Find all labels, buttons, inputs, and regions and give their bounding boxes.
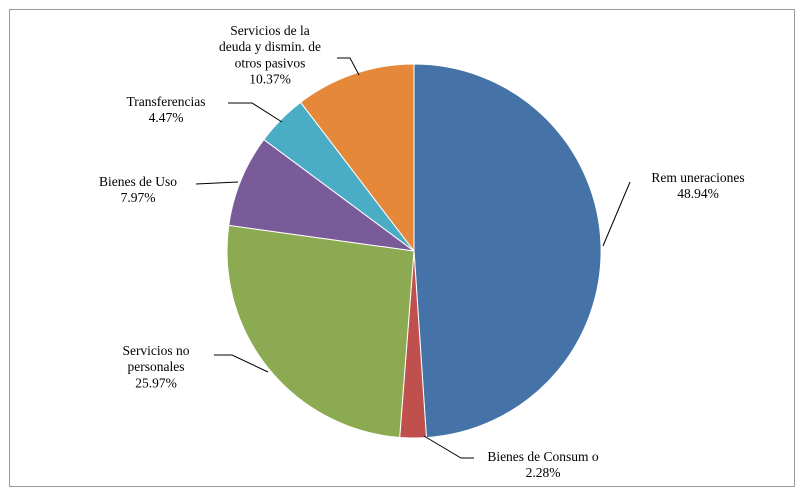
data-label-line: Bienes de Uso	[99, 174, 177, 189]
pie-slices	[226, 63, 602, 439]
leader-line-servicios-no-personales	[214, 354, 269, 373]
leader-line-servicios-de-la-deuda	[337, 57, 360, 76]
leader-line-bienes-de-uso	[195, 181, 239, 185]
pie-slice-remuneraciones	[413, 63, 602, 439]
pie-slice-servicios-no-personales	[226, 224, 415, 438]
leader-line-transferencias	[228, 102, 283, 123]
pie-slice-bienes-de-uso	[228, 138, 415, 252]
leader-line-bienes-de-consumo	[423, 435, 474, 459]
data-label-line: Servicios no	[122, 343, 189, 358]
data-label-line: 2.28%	[526, 465, 561, 480]
data-label-servicios-de-la-deuda: Servicios de la deuda y dismin. de otros p…	[219, 23, 321, 87]
data-label-remuneraciones: Rem uneraciones 48.94%	[651, 170, 744, 201]
data-label-line: Servicios de la	[230, 23, 309, 38]
data-label-line: otros pasivos	[235, 55, 306, 70]
data-label-line: 7.97%	[121, 190, 156, 205]
leader-line-remuneraciones	[602, 181, 631, 247]
data-label-line: Rem uneraciones	[651, 170, 744, 185]
data-label-line: personales	[128, 359, 185, 374]
data-label-servicios-no-personales: Servicios no personales 25.97%	[122, 343, 189, 390]
data-label-transferencias: Transferencias 4.47%	[127, 94, 206, 125]
data-label-line: 4.47%	[149, 110, 184, 125]
data-label-line: Transferencias	[127, 94, 206, 109]
data-label-line: Bienes de Consum o	[487, 449, 599, 464]
pie-slice-servicios-de-la-deuda	[299, 63, 415, 253]
data-label-bienes-de-consumo: Bienes de Consum o 2.28%	[487, 449, 599, 480]
data-label-line: 25.97%	[135, 375, 177, 390]
data-label-line: 10.37%	[249, 72, 291, 87]
data-label-line: deuda y dismin. de	[219, 39, 321, 54]
leader-lines	[195, 57, 631, 459]
data-label-bienes-de-uso: Bienes de Uso 7.97%	[99, 174, 177, 205]
data-label-line: 48.94%	[677, 186, 719, 201]
